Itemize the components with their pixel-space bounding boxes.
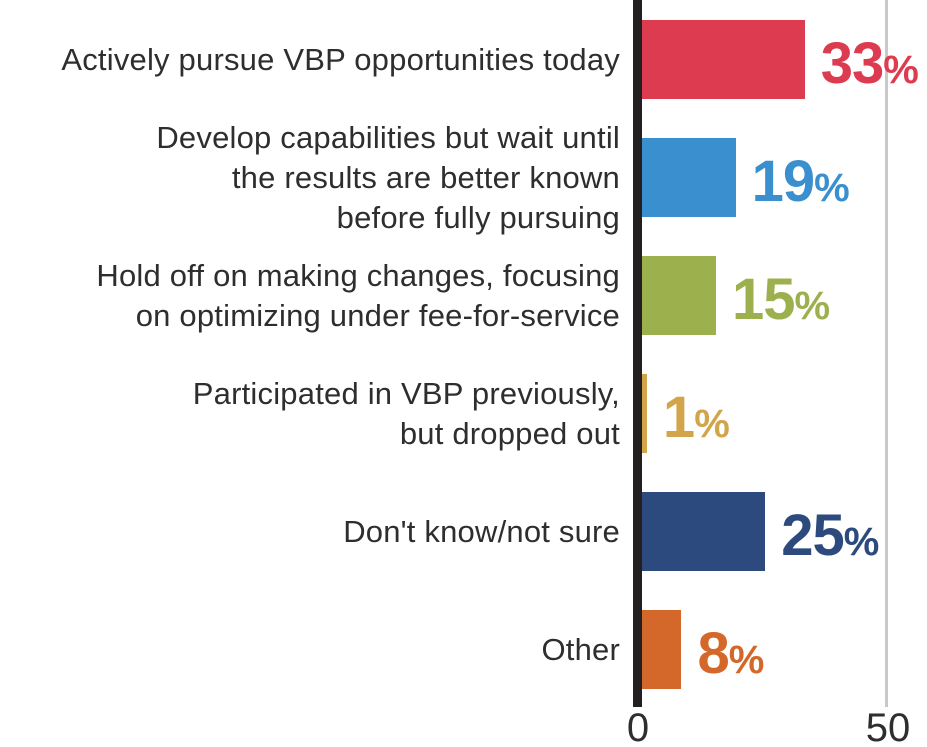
percent-sign: % xyxy=(814,165,850,210)
value-number: 33 xyxy=(820,30,885,96)
category-label-line: Participated in VBP previously, xyxy=(192,375,620,411)
value-label: 15% xyxy=(732,270,831,329)
value-label: 33% xyxy=(821,34,919,93)
percent-sign: % xyxy=(883,47,919,92)
percent-sign: % xyxy=(728,637,765,682)
bar xyxy=(642,256,716,335)
category-label-line: before fully pursuing xyxy=(336,199,620,235)
value-label: 19% xyxy=(752,152,850,211)
gridline-50 xyxy=(885,0,888,707)
bar xyxy=(642,374,647,453)
y-axis-line xyxy=(633,0,642,707)
category-label-line: on optimizing under fee-for-service xyxy=(135,297,620,333)
bar xyxy=(642,20,805,99)
category-label: Don't know/not sure xyxy=(343,512,620,552)
percent-sign: % xyxy=(694,401,730,446)
category-label-line: Develop capabilities but wait until xyxy=(156,119,620,155)
category-label-line: Other xyxy=(541,631,620,667)
value-number: 25 xyxy=(781,502,845,568)
category-label-line: but dropped out xyxy=(399,415,620,451)
bar xyxy=(642,138,736,217)
percent-sign: % xyxy=(843,519,880,564)
category-label-line: Actively pursue VBP opportunities today xyxy=(61,41,620,77)
category-label: Participated in VBP previously, but dropp… xyxy=(193,374,620,454)
value-number: 19 xyxy=(751,148,816,214)
value-number: 8 xyxy=(697,620,729,686)
category-label: Develop capabilities but wait until the r… xyxy=(156,118,620,238)
category-label: Other xyxy=(541,630,620,670)
value-number: 15 xyxy=(731,266,796,332)
bar xyxy=(642,492,766,571)
category-label-line: Hold off on making changes, focusing xyxy=(96,257,620,293)
value-label: 1% xyxy=(663,388,730,447)
category-label-line: the results are better known xyxy=(231,159,620,195)
percent-sign: % xyxy=(794,283,831,328)
category-label: Actively pursue VBP opportunities today xyxy=(61,40,620,80)
bar xyxy=(642,610,682,689)
value-label: 8% xyxy=(697,624,765,683)
value-number: 1 xyxy=(662,384,695,450)
x-tick-0: 0 xyxy=(626,706,650,747)
x-tick-50: 50 xyxy=(865,706,911,747)
value-label: 25% xyxy=(781,506,880,565)
category-label-line: Don't know/not sure xyxy=(343,513,620,549)
category-label: Hold off on making changes, focusing on o… xyxy=(96,256,620,336)
